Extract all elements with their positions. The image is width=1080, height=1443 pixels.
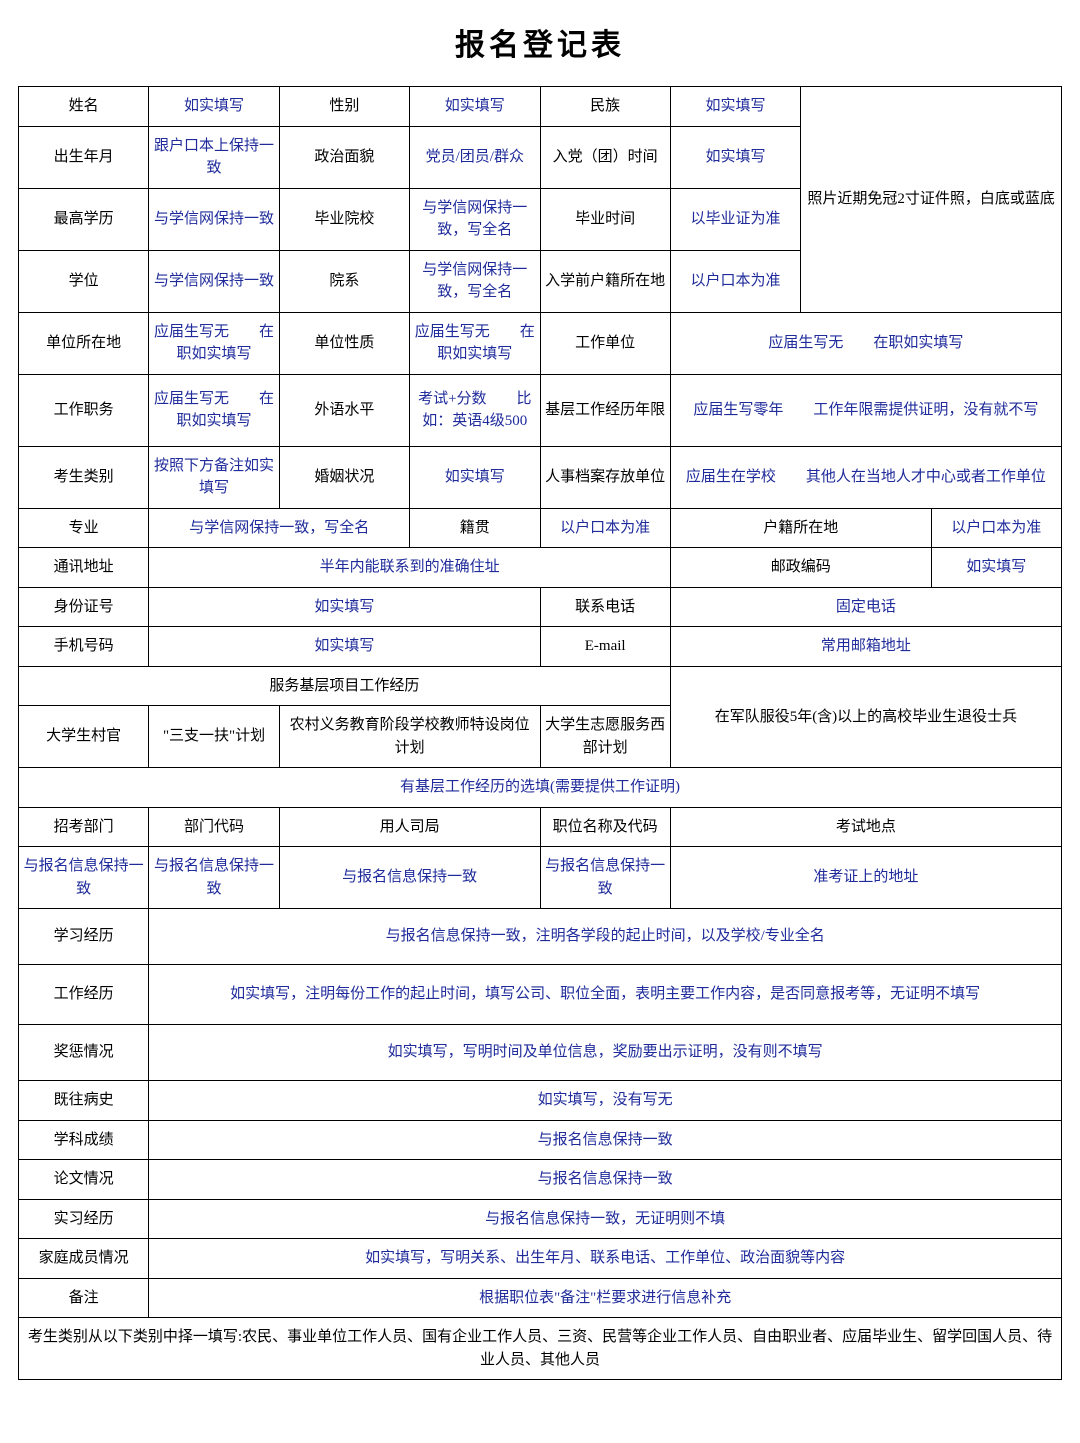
label-archive: 人事档案存放单位 [540,446,670,508]
value-address: 半年内能联系到的准确住址 [149,548,671,588]
label-grades: 学科成绩 [19,1120,149,1160]
label-mobile: 手机号码 [19,627,149,667]
label-sanzhi: "三支一扶"计划 [149,706,279,768]
value-dept-code: 与报名信息保持一致 [149,847,279,909]
value-ethnicity: 如实填写 [670,87,800,127]
value-school: 与学信网保持一致，写全名 [410,188,540,250]
label-zip: 邮政编码 [670,548,931,588]
value-grad-date: 以毕业证为准 [670,188,800,250]
form-title: 报名登记表 [18,20,1062,64]
value-unit-loc: 应届生写无 在职如实填写 [149,312,279,374]
label-job-title: 工作职务 [19,374,149,446]
value-cand-type: 按照下方备注如实填写 [149,446,279,508]
label-unit-type: 单位性质 [279,312,409,374]
label-recruit-dept: 招考部门 [19,807,149,847]
value-political: 党员/团员/群众 [410,126,540,188]
label-grassroots-years: 基层工作经历年限 [540,374,670,446]
value-native: 以户口本为准 [540,508,670,548]
label-employer: 用人司局 [279,807,540,847]
value-remark: 根据职位表"备注"栏要求进行信息补充 [149,1278,1062,1318]
label-grad-date: 毕业时间 [540,188,670,250]
value-job-title: 应届生写无 在职如实填写 [149,374,279,446]
value-hukou-loc: 以户口本为准 [931,508,1061,548]
label-teacher-plan: 农村义务教育阶段学校教师特设岗位计划 [279,706,540,768]
footer-note: 考生类别从以下类别中择一填写:农民、事业单位工作人员、国有企业工作人员、三资、民… [19,1318,1062,1380]
value-email: 常用邮箱地址 [670,627,1061,667]
value-gender: 如实填写 [410,87,540,127]
value-study-exp: 与报名信息保持一致，注明各学段的起止时间，以及学校/专业全名 [149,909,1062,965]
value-prehukou: 以户口本为准 [670,250,800,312]
label-unit-loc: 单位所在地 [19,312,149,374]
label-phone: 联系电话 [540,587,670,627]
label-work-unit: 工作单位 [540,312,670,374]
value-education: 与学信网保持一致 [149,188,279,250]
value-unit-type: 应届生写无 在职如实填写 [410,312,540,374]
value-zip: 如实填写 [931,548,1061,588]
value-degree: 与学信网保持一致 [149,250,279,312]
value-marital: 如实填写 [410,446,540,508]
value-grades: 与报名信息保持一致 [149,1120,1062,1160]
label-study-exp: 学习经历 [19,909,149,965]
label-address: 通讯地址 [19,548,149,588]
value-papers: 与报名信息保持一致 [149,1160,1062,1200]
label-family: 家庭成员情况 [19,1239,149,1279]
value-reward: 如实填写，写明时间及单位信息，奖励要出示证明，没有则不填写 [149,1025,1062,1081]
photo-cell: 照片近期免冠2寸证件照，白底或蓝底 [801,87,1062,313]
value-mobile: 如实填写 [149,627,540,667]
label-school: 毕业院校 [279,188,409,250]
label-id: 身份证号 [19,587,149,627]
label-position-code: 职位名称及代码 [540,807,670,847]
label-west-plan: 大学生志愿服务西部计划 [540,706,670,768]
label-dept: 院系 [279,250,409,312]
label-medical: 既往病史 [19,1081,149,1121]
value-grassroots-note: 有基层工作经历的选填(需要提供工作证明) [19,768,1062,808]
label-join-date: 入党（团）时间 [540,126,670,188]
label-intern: 实习经历 [19,1199,149,1239]
value-intern: 与报名信息保持一致，无证明则不填 [149,1199,1062,1239]
value-recruit-dept: 与报名信息保持一致 [19,847,149,909]
label-language: 外语水平 [279,374,409,446]
value-archive: 应届生在学校 其他人在当地人才中心或者工作单位 [670,446,1061,508]
value-join-date: 如实填写 [670,126,800,188]
label-papers: 论文情况 [19,1160,149,1200]
value-major: 与学信网保持一致，写全名 [149,508,410,548]
label-remark: 备注 [19,1278,149,1318]
label-village-official: 大学生村官 [19,706,149,768]
value-dept: 与学信网保持一致，写全名 [410,250,540,312]
label-reward: 奖惩情况 [19,1025,149,1081]
label-dept-code: 部门代码 [149,807,279,847]
value-birth: 跟户口本上保持一致 [149,126,279,188]
value-family: 如实填写，写明关系、出生年月、联系电话、工作单位、政治面貌等内容 [149,1239,1062,1279]
label-education: 最高学历 [19,188,149,250]
label-political: 政治面貌 [279,126,409,188]
value-employer: 与报名信息保持一致 [279,847,540,909]
label-prehukou: 入学前户籍所在地 [540,250,670,312]
label-native: 籍贯 [410,508,540,548]
label-hukou-loc: 户籍所在地 [670,508,931,548]
label-name: 姓名 [19,87,149,127]
value-phone: 固定电话 [670,587,1061,627]
value-id: 如实填写 [149,587,540,627]
value-exam-loc: 准考证上的地址 [670,847,1061,909]
value-work-unit: 应届生写无 在职如实填写 [670,312,1061,374]
label-birth: 出生年月 [19,126,149,188]
label-work-exp: 工作经历 [19,965,149,1025]
label-marital: 婚姻状况 [279,446,409,508]
label-gender: 性别 [279,87,409,127]
registration-table: 姓名 如实填写 性别 如实填写 民族 如实填写 照片近期免冠2寸证件照，白底或蓝… [18,86,1062,1380]
label-grassroots-proj: 服务基层项目工作经历 [19,666,671,706]
label-ethnicity: 民族 [540,87,670,127]
value-name: 如实填写 [149,87,279,127]
value-grassroots-years: 应届生写零年 工作年限需提供证明，没有就不写 [670,374,1061,446]
label-email: E-mail [540,627,670,667]
label-degree: 学位 [19,250,149,312]
value-work-exp: 如实填写，注明每份工作的起止时间，填写公司、职位全面，表明主要工作内容，是否同意… [149,965,1062,1025]
value-medical: 如实填写，没有写无 [149,1081,1062,1121]
value-position-code: 与报名信息保持一致 [540,847,670,909]
label-military: 在军队服役5年(含)以上的高校毕业生退役士兵 [670,666,1061,768]
value-language: 考试+分数 比如：英语4级500 [410,374,540,446]
label-exam-loc: 考试地点 [670,807,1061,847]
label-major: 专业 [19,508,149,548]
label-cand-type: 考生类别 [19,446,149,508]
